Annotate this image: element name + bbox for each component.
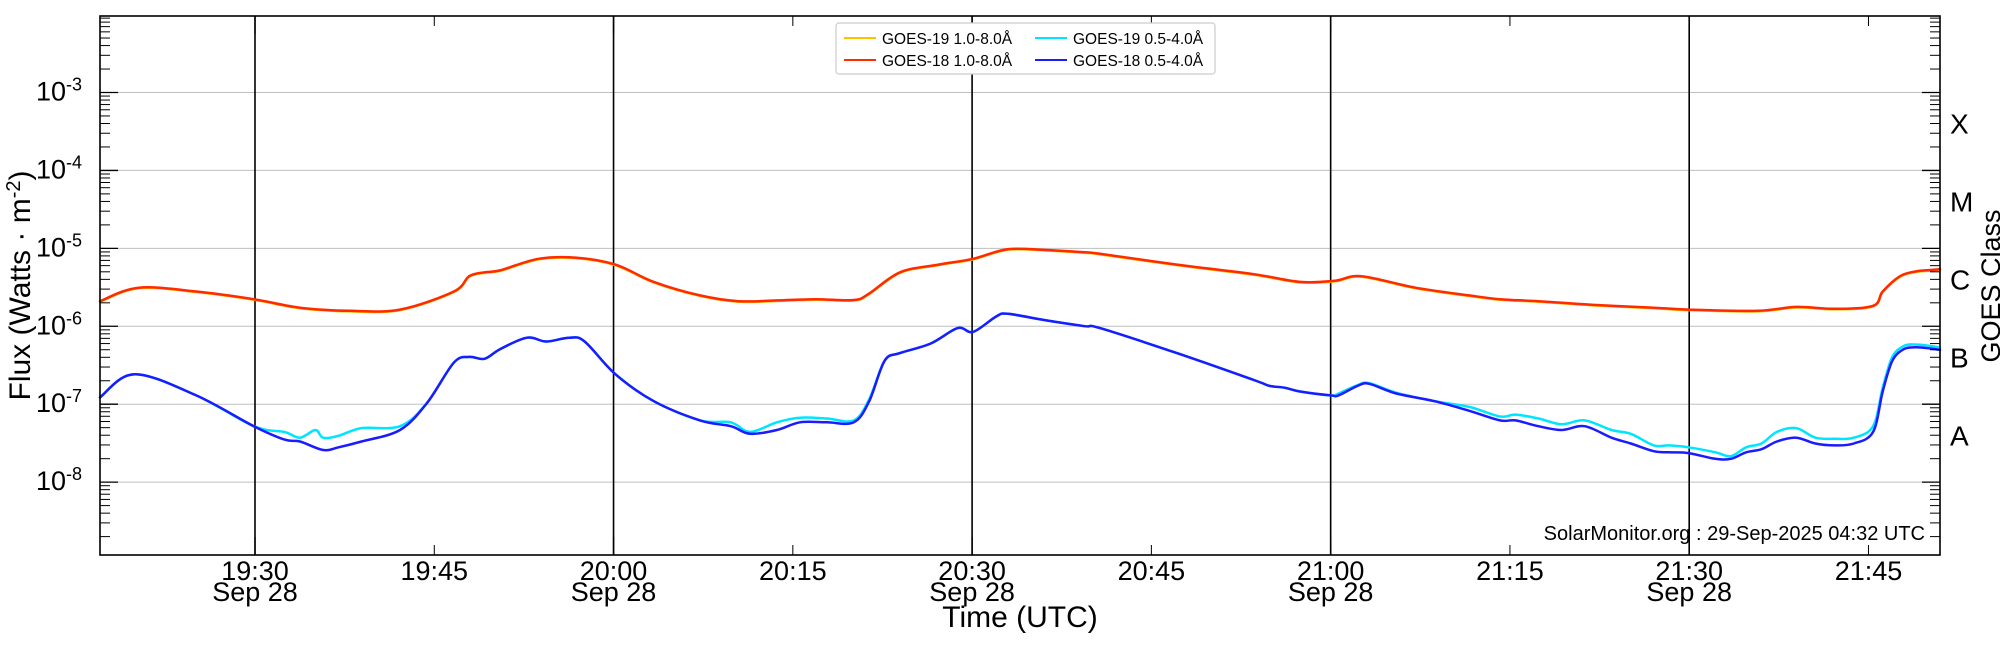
svg-text:21:15: 21:15 — [1476, 556, 1544, 586]
svg-text:19:45: 19:45 — [400, 556, 468, 586]
svg-text:Sep 28: Sep 28 — [212, 577, 298, 607]
svg-text:A: A — [1950, 420, 1969, 451]
svg-text:GOES-19 0.5-4.0Å: GOES-19 0.5-4.0Å — [1073, 31, 1204, 48]
svg-text:21:45: 21:45 — [1835, 556, 1903, 586]
svg-text:X: X — [1950, 109, 1969, 140]
svg-text:Flux (Watts · m-2): Flux (Watts · m-2) — [3, 170, 37, 400]
svg-text:C: C — [1950, 265, 1970, 296]
svg-text:Time (UTC): Time (UTC) — [942, 601, 1098, 634]
svg-text:M: M — [1950, 187, 1973, 218]
svg-text:GOES-19 1.0-8.0Å: GOES-19 1.0-8.0Å — [882, 31, 1013, 48]
svg-text:GOES-18 0.5-4.0Å: GOES-18 0.5-4.0Å — [1073, 53, 1204, 70]
svg-text:Sep 28: Sep 28 — [1646, 577, 1732, 607]
svg-text:Sep 28: Sep 28 — [1288, 577, 1374, 607]
svg-text:20:15: 20:15 — [759, 556, 827, 586]
svg-text:20:45: 20:45 — [1118, 556, 1186, 586]
svg-text:GOES Class: GOES Class — [1976, 209, 2000, 362]
svg-text:Sep 28: Sep 28 — [571, 577, 657, 607]
svg-text:B: B — [1950, 342, 1969, 373]
svg-text:SolarMonitor.org : 29-Sep-2025: SolarMonitor.org : 29-Sep-2025 04:32 UTC — [1544, 523, 1925, 545]
svg-text:GOES-18 1.0-8.0Å: GOES-18 1.0-8.0Å — [882, 53, 1013, 70]
